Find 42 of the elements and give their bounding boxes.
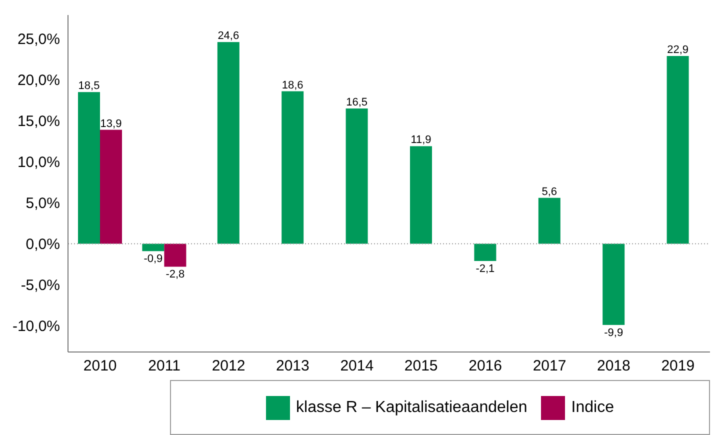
- bar: [474, 244, 496, 261]
- bar: [164, 244, 186, 267]
- legend-label: Indice: [571, 398, 614, 416]
- y-tick-label: -10,0%: [12, 318, 60, 336]
- data-label: 13,9: [100, 118, 122, 130]
- x-tick-label: 2013: [276, 358, 310, 375]
- x-tick-label: 2017: [532, 358, 566, 375]
- y-tick-label: 0,0%: [26, 236, 60, 254]
- data-label: -0,9: [144, 253, 163, 266]
- y-tick-label: 25,0%: [17, 31, 60, 48]
- x-tick-label: 2014: [340, 358, 374, 375]
- bar: [100, 130, 122, 244]
- data-label: -2,8: [166, 268, 185, 281]
- y-tick-label: 15,0%: [17, 113, 60, 130]
- data-label: 24,6: [218, 30, 240, 42]
- data-label: 18,6: [282, 79, 304, 92]
- x-tick-label: 2016: [468, 358, 502, 375]
- bar: [538, 198, 560, 244]
- x-tick-label: 2010: [83, 358, 117, 375]
- y-tick-label: 20,0%: [17, 72, 60, 90]
- data-label: -2,1: [476, 262, 495, 275]
- x-tick-label: 2015: [404, 358, 438, 375]
- bar: [666, 56, 689, 244]
- x-tick-label: 2018: [597, 358, 630, 375]
- data-label: 11,9: [410, 134, 432, 146]
- y-tick-label: 10,0%: [17, 154, 60, 172]
- x-tick-label: 2019: [661, 358, 695, 375]
- bar: [217, 42, 240, 244]
- bar: [282, 91, 304, 244]
- legend-label: klasse R – Kapitalisatieaandelen: [296, 398, 528, 416]
- data-label: 16,5: [346, 96, 368, 108]
- data-label: -9,9: [604, 326, 624, 339]
- y-tick-label: -5,0%: [20, 277, 60, 294]
- bar: [346, 108, 368, 244]
- x-tick-label: 2011: [148, 358, 180, 375]
- y-tick-label: 5,0%: [26, 195, 60, 212]
- data-label: 22,9: [667, 44, 689, 56]
- bar: [410, 146, 432, 244]
- data-label: 5,6: [542, 186, 558, 198]
- data-label: 18,5: [78, 80, 100, 92]
- x-tick-label: 2012: [212, 358, 246, 375]
- bar: [602, 244, 625, 325]
